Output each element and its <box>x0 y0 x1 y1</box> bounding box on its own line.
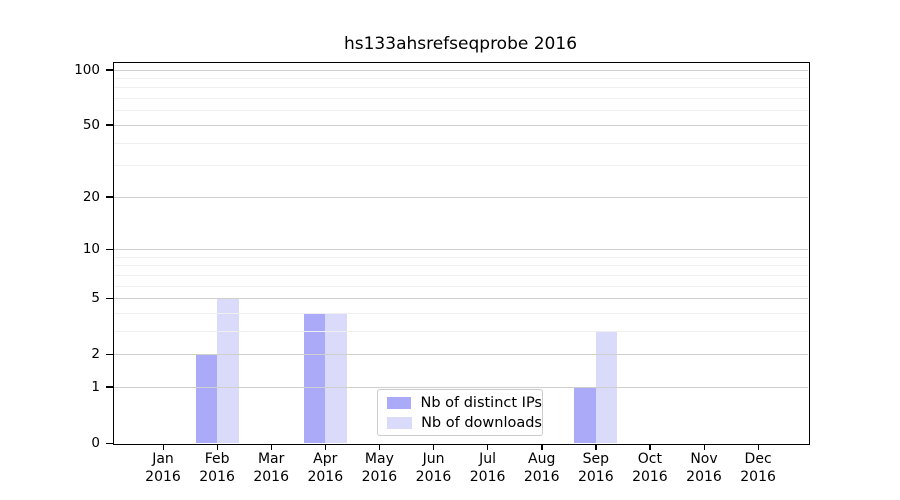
x-tick <box>595 444 597 450</box>
x-tick-year: 2016 <box>199 468 235 485</box>
y-tick <box>106 248 113 250</box>
gridline-minor <box>114 78 808 80</box>
x-tick-month: Mar <box>257 451 285 467</box>
bar-downloads-feb <box>217 298 239 443</box>
legend-swatch-distinct-ips <box>387 396 412 409</box>
y-tick <box>106 442 113 444</box>
gridline-minor <box>114 98 808 100</box>
legend-entry-distinct-ips: Nb of distinct IPs <box>387 395 542 411</box>
x-tick-year: 2016 <box>577 468 614 485</box>
y-tick-label: 50 <box>82 116 100 133</box>
legend: Nb of distinct IPs Nb of downloads <box>377 389 543 436</box>
y-tick-label: 0 <box>91 435 100 451</box>
y-tick <box>106 386 113 388</box>
gridline-major <box>114 249 808 250</box>
x-tick-month: Sep <box>582 451 609 467</box>
chart-title: hs133ahsrefseqprobe 2016 <box>343 34 578 54</box>
y-tick <box>106 196 113 198</box>
gridline-minor <box>114 110 808 112</box>
bar-distinct-ips-feb <box>195 354 218 443</box>
legend-entry-downloads: Nb of downloads <box>387 415 542 431</box>
x-tick <box>324 444 327 450</box>
gridline-minor <box>114 142 808 144</box>
x-tick <box>541 444 543 450</box>
y-tick-label: 100 <box>74 61 100 78</box>
legend-label-downloads: Nb of downloads <box>421 414 542 431</box>
x-tick <box>162 444 164 450</box>
x-tick <box>703 444 705 450</box>
gridline-minor <box>114 165 808 167</box>
x-tick-year: 2016 <box>145 468 181 485</box>
y-tick <box>106 297 113 299</box>
gridline-minor <box>114 285 808 287</box>
x-tick-month: Dec <box>744 451 772 467</box>
x-tick-year: 2016 <box>523 468 560 485</box>
y-tick-label: 20 <box>82 188 100 205</box>
x-tick <box>378 444 381 450</box>
x-tick-month: Aug <box>528 451 556 467</box>
gridline-minor <box>114 274 808 276</box>
x-tick-month: Nov <box>690 451 718 467</box>
gridline-minor <box>114 265 808 267</box>
bar-distinct-ips-apr <box>303 312 326 443</box>
x-tick-year: 2016 <box>632 468 668 485</box>
bar-downloads-sep <box>595 330 618 443</box>
gridline-major <box>114 124 808 126</box>
x-tick-label: Mar 2016 <box>241 451 301 486</box>
x-tick-label: Aug 2016 <box>512 451 572 486</box>
x-tick-month: Oct <box>637 451 662 467</box>
x-tick-month: Feb <box>204 451 230 467</box>
y-tick <box>106 353 113 355</box>
x-tick-label: Jan 2016 <box>133 451 193 486</box>
gridline-major <box>114 298 808 300</box>
x-tick-label: Dec 2016 <box>728 451 788 486</box>
plot-area <box>113 62 810 445</box>
bar-downloads-apr <box>325 312 347 443</box>
x-tick-year: 2016 <box>415 468 452 485</box>
x-tick-year: 2016 <box>361 468 398 485</box>
x-tick <box>433 444 435 450</box>
gridline-minor <box>114 87 808 89</box>
x-tick-month: Jan <box>152 451 174 467</box>
x-tick-label: Jun 2016 <box>404 451 464 486</box>
gridline-major <box>114 386 808 388</box>
gridline-major <box>114 69 808 71</box>
x-tick-label: Oct 2016 <box>620 451 680 486</box>
legend-swatch-downloads <box>387 416 413 429</box>
gridline-minor <box>114 330 808 332</box>
y-tick-label: 2 <box>91 346 100 363</box>
x-tick-month: May <box>364 451 394 467</box>
x-tick <box>487 444 489 450</box>
gridline-minor <box>114 312 808 314</box>
x-tick-label: Apr 2016 <box>295 451 355 486</box>
x-tick-year: 2016 <box>686 468 722 485</box>
bar-distinct-ips-sep <box>574 386 596 443</box>
x-tick-year: 2016 <box>740 468 776 485</box>
y-tick-label: 10 <box>82 241 100 257</box>
x-tick-year: 2016 <box>253 468 289 485</box>
x-tick-label: Sep 2016 <box>566 451 626 486</box>
x-tick-label: May 2016 <box>349 451 409 486</box>
x-tick <box>216 444 218 450</box>
x-tick-label: Jul 2016 <box>458 451 518 486</box>
x-tick-month: Jul <box>479 451 497 467</box>
y-tick-label: 1 <box>91 378 100 395</box>
x-tick <box>270 444 273 450</box>
x-tick-label: Feb 2016 <box>187 451 247 486</box>
gridline-major <box>114 196 808 198</box>
x-tick-year: 2016 <box>469 468 506 485</box>
gridline-minor <box>114 256 808 258</box>
gridline-major <box>114 354 808 356</box>
x-tick-year: 2016 <box>307 468 344 485</box>
y-tick <box>106 124 113 126</box>
legend-label-distinct-ips: Nb of distinct IPs <box>420 394 542 411</box>
x-tick <box>757 444 759 450</box>
x-tick <box>649 444 651 450</box>
x-tick-month: Jun <box>422 451 445 467</box>
x-tick-month: Apr <box>313 451 338 467</box>
y-tick-label: 5 <box>91 290 100 307</box>
y-tick <box>106 69 113 71</box>
x-tick-label: Nov 2016 <box>674 451 734 486</box>
